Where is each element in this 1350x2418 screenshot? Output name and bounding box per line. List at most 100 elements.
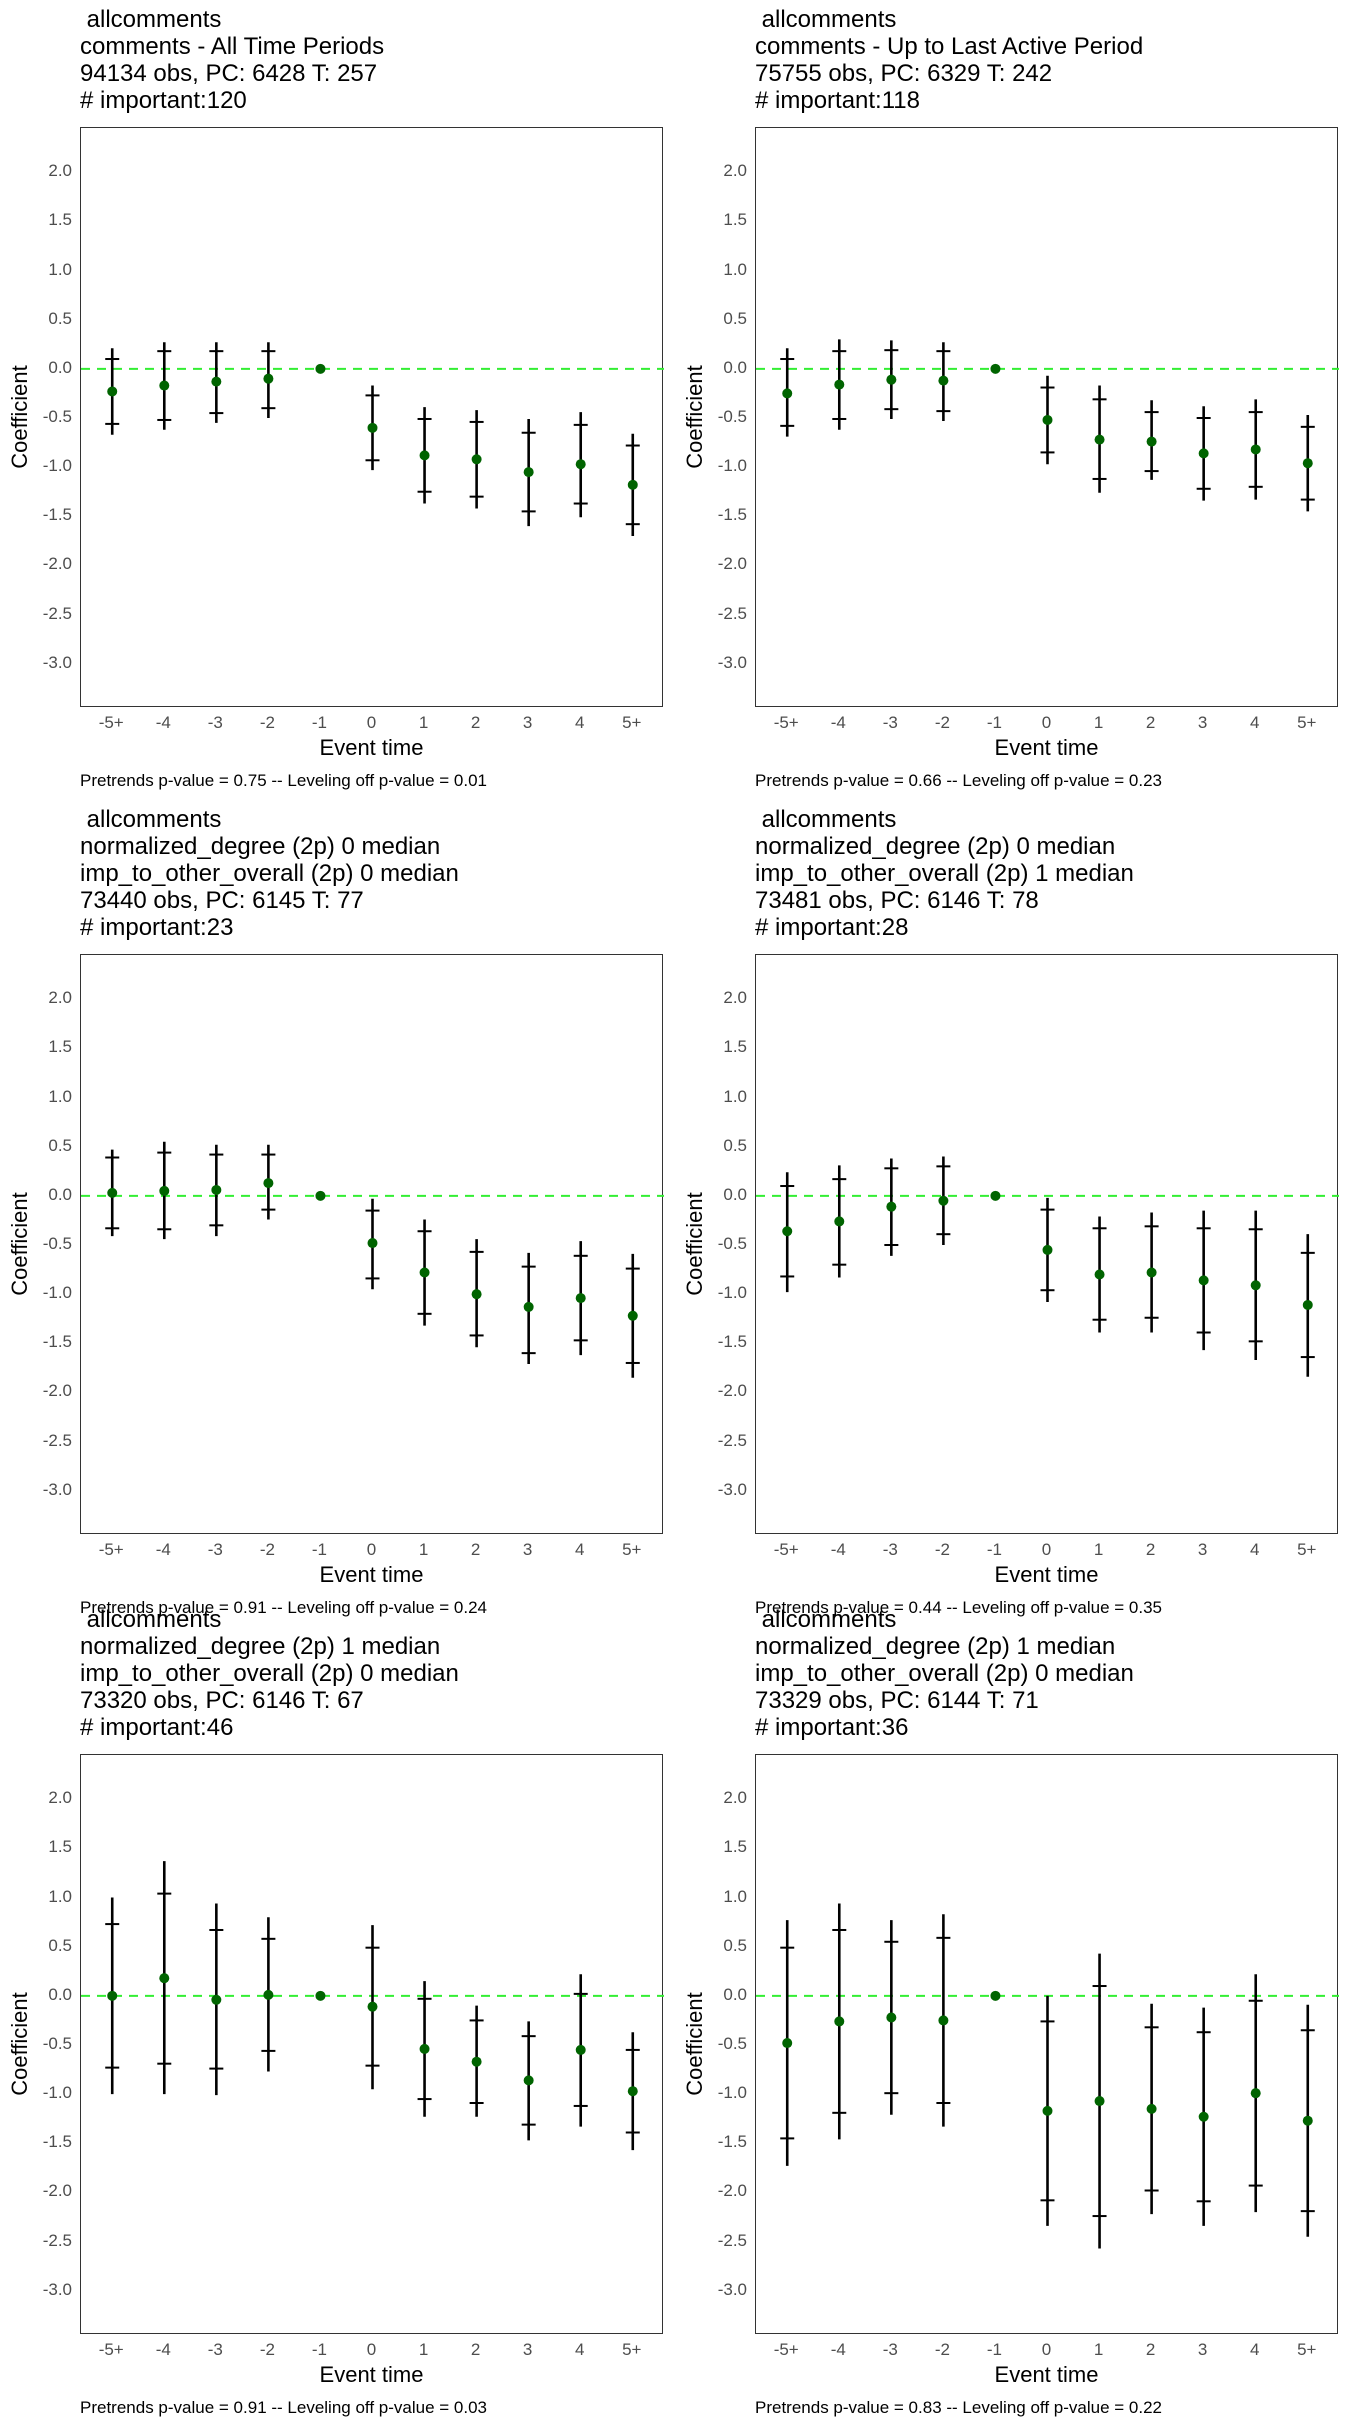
coefficient-mark	[832, 339, 847, 430]
chart-panel: allcomments comments - Up to Last Active …	[675, 0, 1350, 800]
coefficient-mark	[157, 1861, 172, 2095]
x-tick-label: 3	[522, 2340, 533, 2359]
estimate-point	[263, 373, 274, 384]
x-tick-label: 5+	[1297, 1540, 1317, 1559]
y-tick-label: 2.0	[723, 1788, 747, 1808]
x-tick-label: 5+	[1297, 713, 1317, 732]
chart-title-line: normalized_degree (2p) 0 median	[755, 833, 1116, 860]
plot-svg	[756, 339, 1339, 512]
y-tick-label: -1.0	[42, 1283, 72, 1303]
estimate-point	[938, 1195, 949, 1206]
estimate-point	[782, 1226, 793, 1237]
estimate-point	[938, 2015, 949, 2026]
coefficient-mark	[1040, 1995, 1055, 2226]
chart-title-line: allcomments	[80, 6, 222, 33]
x-axis-label: Event time	[319, 2362, 424, 2387]
y-tick-label: -2.0	[42, 2181, 72, 2201]
estimate-point	[990, 1990, 1001, 2001]
x-axis-label: Event time	[319, 735, 424, 760]
estimate-point	[1250, 444, 1261, 455]
coefficient-mark	[1300, 415, 1315, 512]
coefficient-mark	[1300, 1234, 1315, 1377]
x-tick-label: 0	[1041, 1540, 1052, 1559]
plot-area	[755, 1754, 1339, 2334]
chart-title-line: allcomments	[80, 806, 222, 833]
coefficient-mark	[105, 1149, 120, 1237]
chart-title-line: normalized_degree (2p) 1 median	[80, 1633, 441, 1660]
coefficient-mark	[936, 342, 951, 421]
x-tick-label: -3	[882, 713, 898, 732]
y-tick-label: -3.0	[42, 652, 72, 672]
x-tick-label: -4	[830, 1540, 846, 1559]
estimate-point	[834, 2016, 845, 2027]
x-axis-label: Event time	[319, 1562, 424, 1587]
estimate-point	[938, 375, 949, 386]
plot-svg	[81, 1861, 664, 2151]
x-tick-label: -1	[311, 2340, 327, 2359]
chart-title-line: comments - Up to Last Active Period	[755, 33, 1144, 60]
x-tick-label: -2	[934, 713, 950, 732]
x-axis-label: Event time	[994, 1562, 1099, 1587]
pvalue-caption: Pretrends p-value = 0.91 -- Leveling off…	[80, 2398, 487, 2417]
x-tick-label: -2	[259, 2340, 275, 2359]
y-axis-label: Coefficient	[7, 1192, 32, 1296]
y-tick-label: -2.0	[717, 2181, 747, 2201]
coefficient-mark	[780, 348, 795, 437]
coefficient-mark	[417, 1219, 432, 1326]
x-tick-label: -4	[155, 1540, 171, 1559]
x-tick-label: 2	[470, 2340, 481, 2359]
estimate-point	[263, 1989, 274, 2000]
y-tick-label: 0.0	[48, 357, 72, 377]
coefficient-mark	[573, 1974, 588, 2127]
chart-title-line: # important:118	[755, 87, 920, 114]
chart-title-line: imp_to_other_overall (2p) 1 median	[755, 860, 1134, 887]
estimate-point	[990, 1190, 1001, 1201]
y-tick-label: 0.0	[48, 1184, 72, 1204]
y-tick-label: 1.0	[48, 259, 72, 279]
x-tick-label: -1	[986, 1540, 1002, 1559]
chart-title-line: # important:120	[80, 87, 247, 114]
chart-title: allcomments normalized_degree (2p) 1 medi…	[80, 1606, 459, 1741]
y-tick-label: 0.5	[48, 1135, 72, 1155]
x-tick-label: 2	[1145, 2340, 1156, 2359]
x-tick-label: -3	[207, 1540, 223, 1559]
y-tick-label: -0.5	[717, 1234, 747, 1253]
y-axis-label: Coefficient	[682, 1992, 707, 2096]
x-tick-label: 0	[366, 1540, 377, 1559]
coefficient-mark	[1092, 385, 1107, 493]
y-tick-label: 1.5	[723, 1837, 747, 1857]
estimate-point	[627, 479, 638, 490]
estimate-point	[1094, 1269, 1105, 1280]
y-tick-label: -0.5	[42, 1234, 72, 1253]
coefficient-mark	[521, 418, 536, 527]
coefficient-mark	[1196, 406, 1211, 501]
coefficient-mark	[157, 1141, 172, 1240]
x-tick-label: 0	[1041, 2340, 1052, 2359]
y-axis-label: Coefficient	[7, 365, 32, 469]
coefficient-mark	[261, 1144, 276, 1220]
estimate-point	[471, 2056, 482, 2067]
estimate-point	[575, 459, 586, 470]
estimate-point	[1094, 2096, 1105, 2107]
coefficient-mark	[573, 412, 588, 518]
y-tick-label: 2.0	[48, 1788, 72, 1808]
estimate-point	[107, 386, 118, 397]
estimate-point	[523, 2075, 534, 2086]
coefficient-mark	[365, 1925, 380, 2090]
chart-title-line: normalized_degree (2p) 0 median	[80, 833, 441, 860]
estimate-point	[211, 376, 222, 387]
chart-title-line: 73440 obs, PC: 6145 T: 77	[80, 887, 364, 914]
x-tick-label: -1	[986, 2340, 1002, 2359]
x-tick-label: -5+	[773, 2340, 799, 2359]
y-tick-label: 0.5	[723, 308, 747, 328]
plot-area	[755, 954, 1339, 1534]
estimate-point	[1250, 1280, 1261, 1291]
y-tick-label: -2.0	[42, 1381, 72, 1401]
chart-title: allcomments normalized_degree (2p) 0 medi…	[755, 806, 1134, 941]
coefficient-mark	[625, 433, 640, 536]
estimate-point	[107, 1187, 118, 1198]
y-tick-label: 0.0	[48, 1984, 72, 2004]
y-tick-label: 1.0	[723, 1886, 747, 1906]
x-tick-label: 4	[1249, 2340, 1260, 2359]
coefficient-mark	[521, 1252, 536, 1364]
